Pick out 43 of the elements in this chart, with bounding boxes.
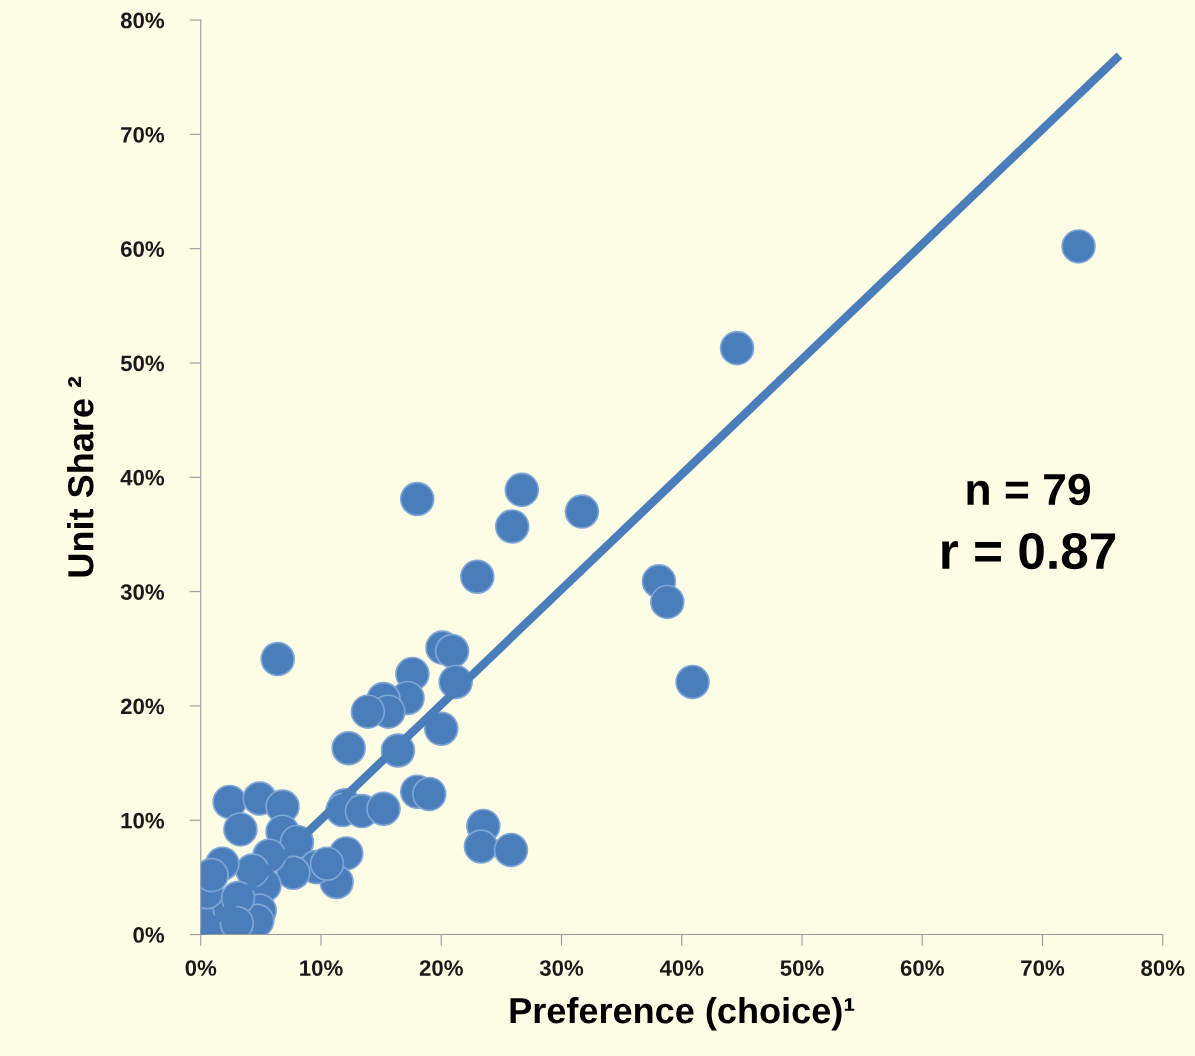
x-tick-label: 80% xyxy=(1141,960,1185,976)
point xyxy=(719,330,755,366)
x-tick-label: 40% xyxy=(659,960,704,976)
point xyxy=(276,855,311,891)
point xyxy=(504,472,540,508)
y-tick-label: 40% xyxy=(120,469,165,486)
x-tick-label: 30% xyxy=(539,960,584,976)
y-tick-label: 50% xyxy=(120,355,165,372)
y-tick-label: 10% xyxy=(121,812,165,829)
point xyxy=(423,711,459,747)
point xyxy=(350,694,386,729)
y-tick-label: 0% xyxy=(133,927,165,943)
point xyxy=(564,494,600,529)
point xyxy=(460,559,495,595)
y-tick-label: 70% xyxy=(121,126,165,143)
x-tick-label: 0% xyxy=(185,960,217,976)
annotation: r = 0.87 xyxy=(942,532,1116,570)
point xyxy=(309,846,345,881)
x-tick-label: 60% xyxy=(900,960,944,976)
point xyxy=(494,509,530,544)
y-tick-label: 60% xyxy=(120,241,165,257)
point xyxy=(434,633,470,669)
point xyxy=(493,832,529,868)
point xyxy=(399,481,435,517)
x-axis-title: Preference (choice)¹ xyxy=(510,996,855,1031)
point xyxy=(366,791,401,827)
annotation: n = 79 xyxy=(967,473,1091,506)
x-tick-label: 10% xyxy=(300,960,343,976)
point xyxy=(331,730,366,766)
y-tick-label: 80% xyxy=(120,12,165,29)
point xyxy=(463,829,499,864)
y-axis-title: Unit Share ² xyxy=(67,376,94,577)
point xyxy=(411,776,447,812)
x-tick-label: 50% xyxy=(780,960,824,976)
point xyxy=(1061,229,1096,264)
y-tick-label: 30% xyxy=(120,584,165,600)
point xyxy=(260,641,295,677)
point xyxy=(675,664,710,700)
x-tick-label: 70% xyxy=(1021,960,1065,976)
y-tick-label: 20% xyxy=(120,698,165,715)
x-tick-label: 20% xyxy=(419,960,463,976)
point xyxy=(650,584,685,620)
point xyxy=(223,812,258,847)
